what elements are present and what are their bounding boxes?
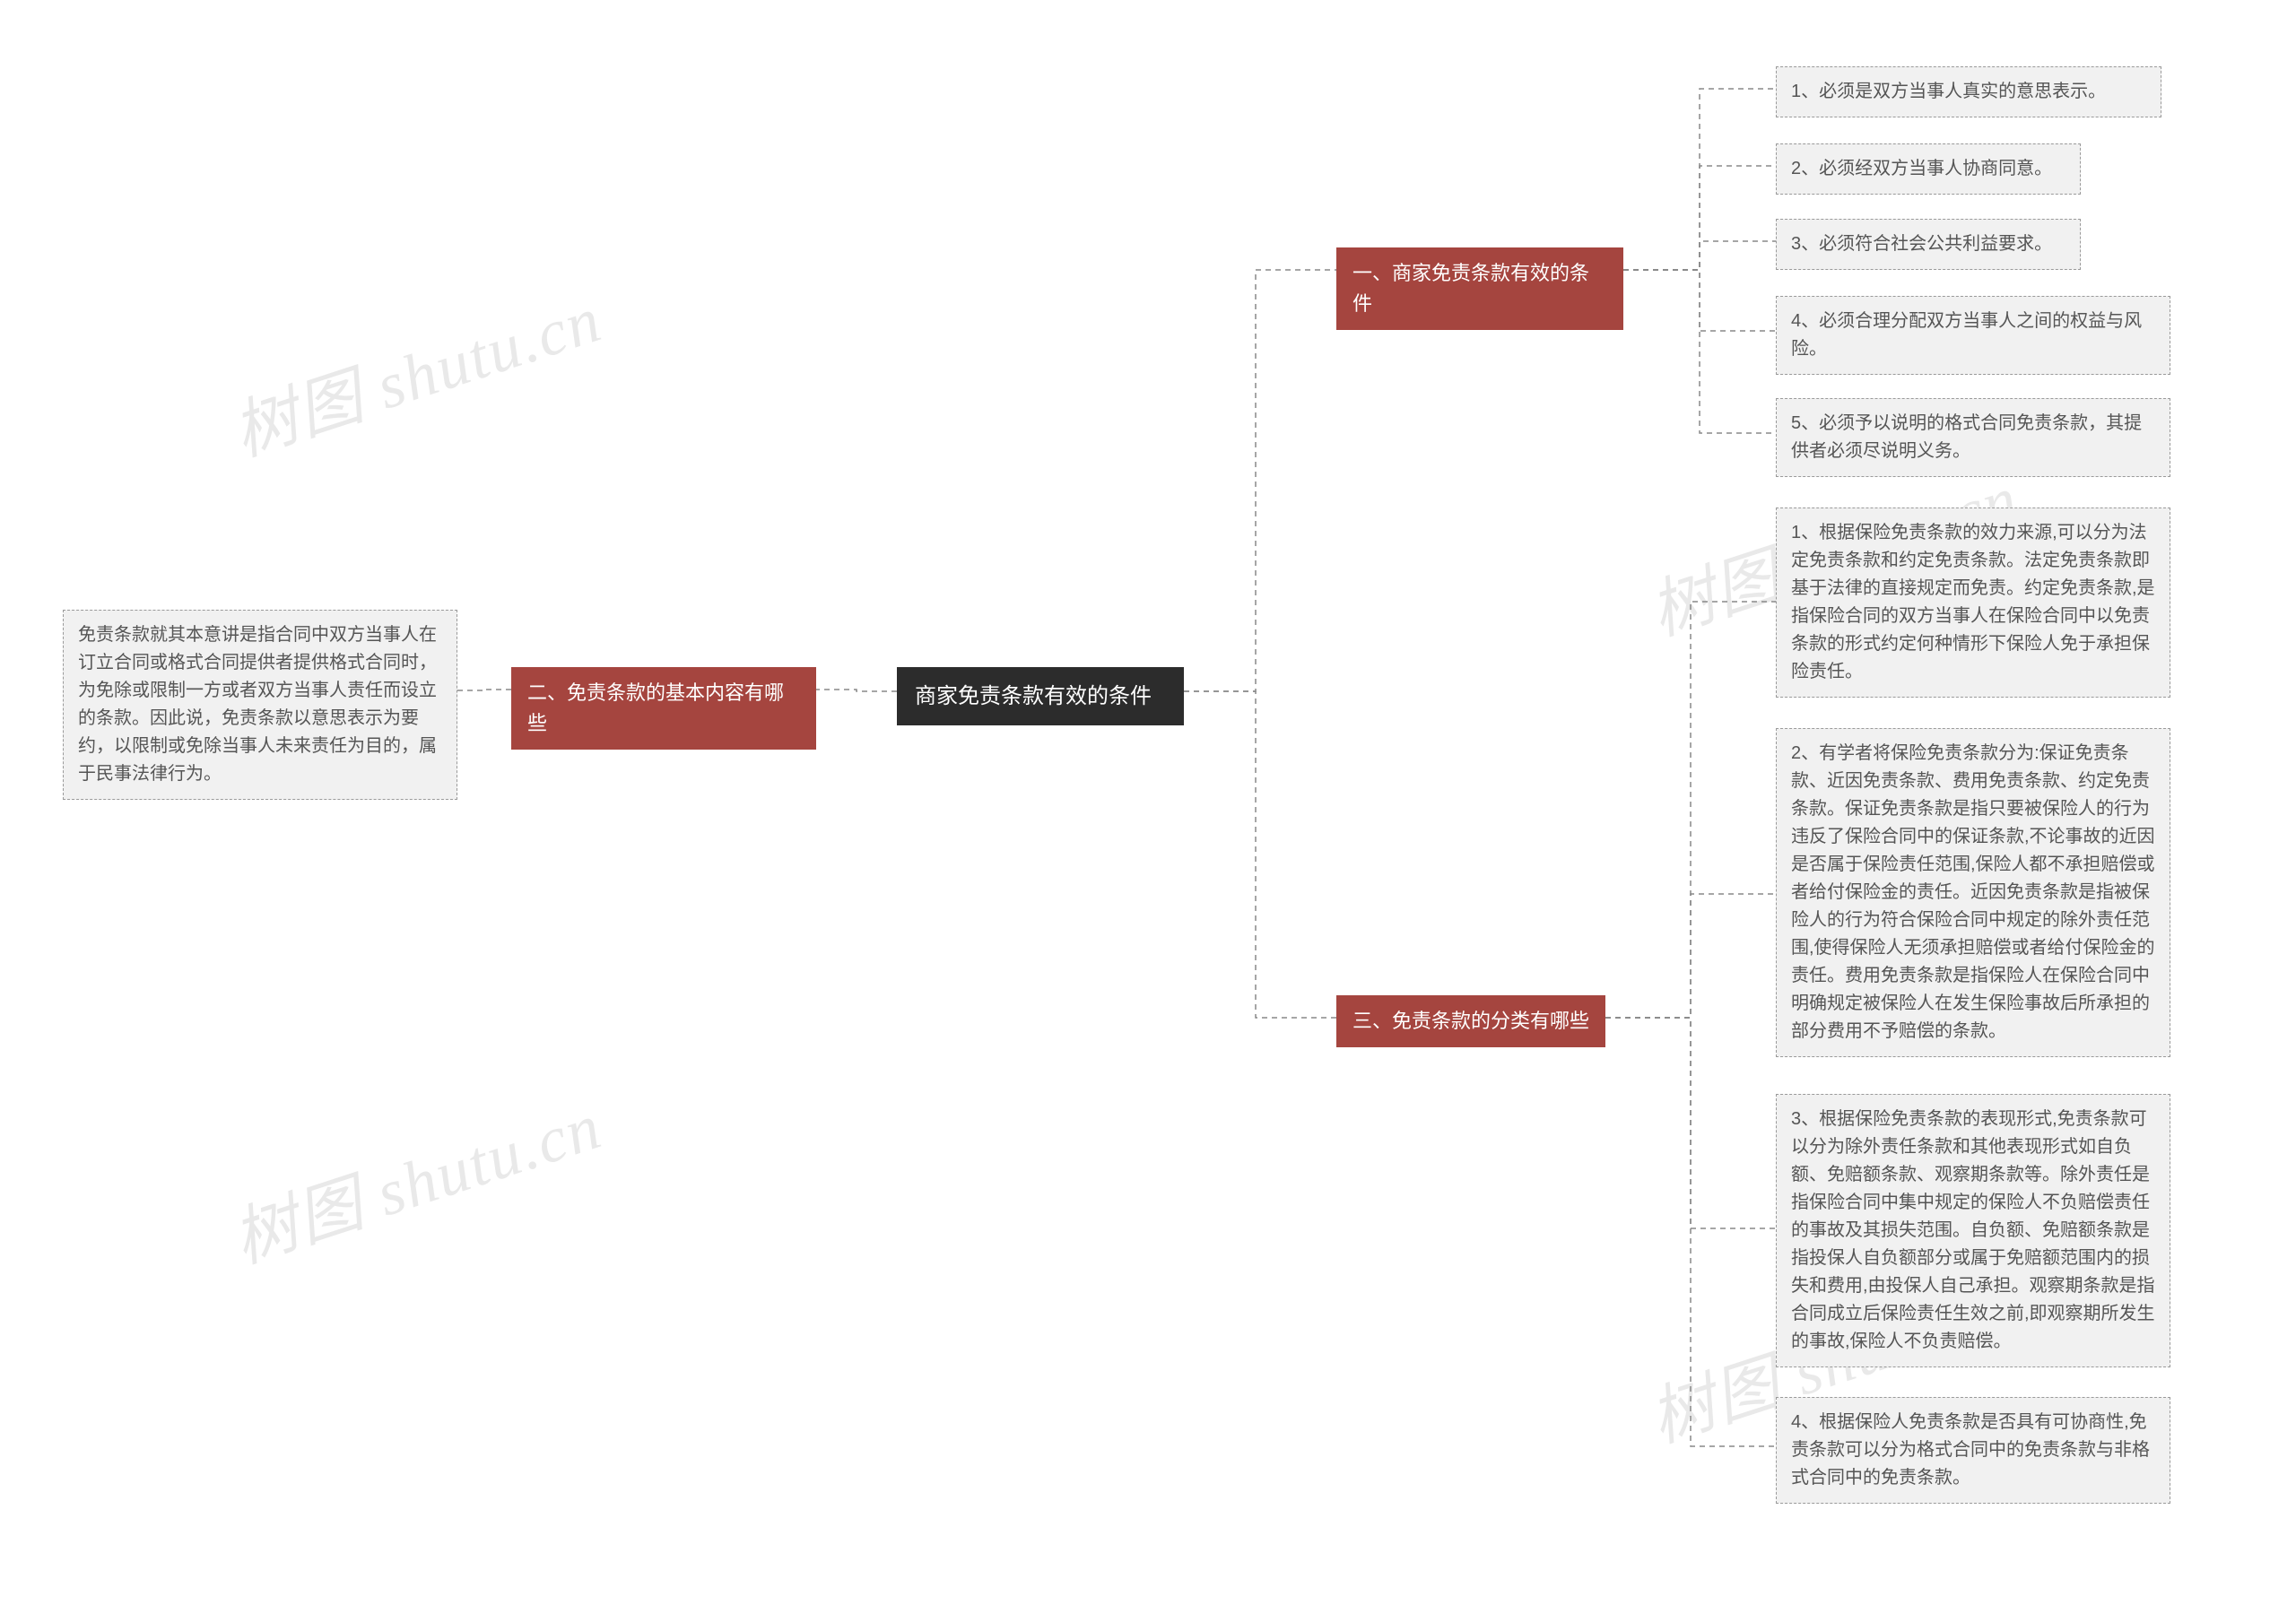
leaf-node: 3、必须符合社会公共利益要求。 xyxy=(1776,219,2081,270)
leaf-node: 2、有学者将保险免责条款分为:保证免责条款、近因免责条款、费用免责条款、约定免责… xyxy=(1776,728,2170,1057)
mindmap-canvas: 树图 shutu.cn 树图 shutu.cn 树图 shutu.cn 树图 s… xyxy=(0,0,2296,1605)
watermark: 树图 shutu.cn xyxy=(219,266,612,473)
leaf-node: 1、根据保险免责条款的效力来源,可以分为法定免责条款和约定免责条款。法定免责条款… xyxy=(1776,508,2170,698)
leaf-node: 免责条款就其本意讲是指合同中双方当事人在订立合同或格式合同提供者提供格式合同时，… xyxy=(63,610,457,800)
leaf-node: 1、必须是双方当事人真实的意思表示。 xyxy=(1776,66,2161,117)
leaf-node: 5、必须予以说明的格式合同免责条款，其提供者必须尽说明义务。 xyxy=(1776,398,2170,477)
leaf-node: 4、根据保险人免责条款是否具有可协商性,免责条款可以分为格式合同中的免责条款与非… xyxy=(1776,1397,2170,1504)
branch-node-1: 一、商家免责条款有效的条件 xyxy=(1336,247,1623,330)
root-node: 商家免责条款有效的条件 xyxy=(897,667,1184,725)
leaf-node: 4、必须合理分配双方当事人之间的权益与风险。 xyxy=(1776,296,2170,375)
branch-node-3: 三、免责条款的分类有哪些 xyxy=(1336,995,1605,1047)
leaf-node: 2、必须经双方当事人协商同意。 xyxy=(1776,143,2081,195)
leaf-node: 3、根据保险免责条款的表现形式,免责条款可以分为除外责任条款和其他表现形式如自负… xyxy=(1776,1094,2170,1367)
branch-node-2: 二、免责条款的基本内容有哪些 xyxy=(511,667,816,750)
watermark: 树图 shutu.cn xyxy=(219,1073,612,1280)
